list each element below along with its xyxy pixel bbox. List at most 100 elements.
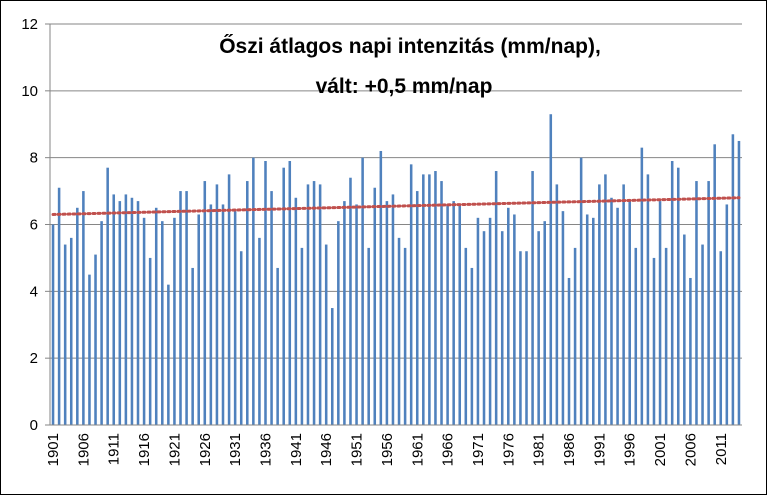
- bar-1987: [573, 247, 577, 425]
- y-tick-label-10: 10: [21, 83, 38, 100]
- x-tick-label-1971: 1971: [470, 433, 487, 466]
- bar-1935: [258, 237, 261, 425]
- bar-1963: [428, 174, 431, 426]
- bar-1966: [446, 204, 449, 425]
- x-tick-label-1901: 1901: [45, 433, 62, 466]
- bar-1931: [233, 211, 237, 425]
- bar-1978: [519, 251, 522, 425]
- bar-1985: [561, 211, 565, 425]
- bar-1979: [525, 251, 528, 425]
- bar-2002: [664, 247, 668, 425]
- bar-1992: [604, 174, 607, 426]
- y-tick-label-0: 0: [30, 417, 38, 434]
- bar-1915: [136, 201, 140, 425]
- bar-1967: [452, 201, 455, 425]
- bar-1903: [63, 244, 67, 425]
- bar-1929: [221, 204, 225, 425]
- y-tick-label-4: 4: [30, 283, 38, 300]
- x-tick-label-1981: 1981: [531, 433, 548, 466]
- bar-1938: [276, 267, 279, 425]
- chart-title: Őszi átlagos napi intenzitás (mm/nap), v…: [219, 35, 601, 98]
- bar-1933: [246, 181, 249, 425]
- bar-1949: [343, 201, 346, 425]
- x-tick-label-1941: 1941: [288, 433, 305, 466]
- bar-1953: [367, 247, 370, 425]
- y-tick-label-6: 6: [30, 217, 38, 234]
- bar-1944: [312, 181, 316, 425]
- axes: [45, 23, 742, 426]
- bar-1912: [118, 201, 122, 425]
- bar-1917: [148, 257, 152, 425]
- x-tick-label-1991: 1991: [591, 433, 608, 466]
- bar-1955: [379, 150, 383, 426]
- y-tick-label-12: 12: [21, 16, 38, 33]
- x-tick-label-1936: 1936: [257, 433, 274, 466]
- bar-1975: [500, 231, 504, 425]
- bar-1913: [124, 194, 128, 425]
- bar-1959: [403, 247, 407, 425]
- bar-1982: [543, 221, 546, 425]
- bar-1922: [179, 191, 182, 425]
- bar-1907: [88, 274, 91, 426]
- bar-2006: [689, 277, 692, 425]
- bar-1997: [634, 247, 638, 425]
- bar-1970: [470, 267, 474, 425]
- bar-1989: [585, 214, 589, 425]
- bar-2005: [683, 234, 686, 425]
- bar-1958: [397, 237, 401, 425]
- x-tick-label-1926: 1926: [197, 433, 214, 466]
- bar-1936: [264, 161, 267, 425]
- bar-1904: [69, 237, 73, 425]
- bar-1905: [76, 207, 79, 425]
- bar-1956: [385, 201, 389, 425]
- trendline: [51, 196, 741, 216]
- bar-1906: [82, 191, 85, 425]
- x-tick-label-1911: 1911: [106, 433, 123, 465]
- bar-1948: [337, 221, 340, 425]
- bar-1971: [476, 217, 480, 425]
- bar-1969: [464, 247, 468, 425]
- x-tick-label-1986: 1986: [561, 433, 578, 466]
- bar-1957: [391, 194, 395, 425]
- bar-2011: [719, 251, 723, 425]
- gridlines: [50, 23, 742, 359]
- chart-title-line-2: vált: +0,5 mm/nap: [316, 75, 493, 98]
- bar-1986: [567, 277, 571, 425]
- bar-1972: [482, 231, 486, 425]
- bar-1901: [51, 224, 55, 425]
- bar-1939: [282, 167, 285, 425]
- bar-1965: [440, 181, 443, 425]
- bar-2012: [725, 204, 729, 425]
- bar-1925: [197, 214, 200, 425]
- x-tick-label-1931: 1931: [227, 433, 244, 466]
- bar-1962: [422, 174, 425, 426]
- bar-1926: [203, 181, 207, 425]
- bar-1941: [294, 197, 298, 425]
- bar-2007: [695, 181, 698, 425]
- bar-2010: [713, 144, 716, 426]
- bar-1920: [167, 284, 170, 425]
- bar-1960: [409, 164, 413, 425]
- bar-1919: [161, 221, 164, 425]
- bars: [51, 114, 741, 426]
- x-tick-label-1996: 1996: [622, 433, 639, 466]
- bar-1911: [112, 194, 116, 425]
- bar-1928: [215, 184, 219, 425]
- x-tick-label-2006: 2006: [682, 433, 699, 466]
- bar-2004: [676, 167, 680, 425]
- bar-1974: [494, 171, 498, 425]
- bar-1930: [227, 174, 231, 426]
- bar-1976: [507, 207, 510, 425]
- bar-1927: [209, 204, 213, 425]
- bar-1902: [57, 187, 61, 425]
- bar-1934: [252, 157, 255, 426]
- bar-1924: [191, 267, 194, 425]
- x-tick-label-1966: 1966: [440, 433, 457, 466]
- bar-1988: [579, 157, 583, 426]
- bar-1952: [361, 157, 364, 426]
- bar-1995: [622, 184, 625, 425]
- bar-1998: [640, 147, 644, 425]
- bar-2014: [737, 140, 741, 425]
